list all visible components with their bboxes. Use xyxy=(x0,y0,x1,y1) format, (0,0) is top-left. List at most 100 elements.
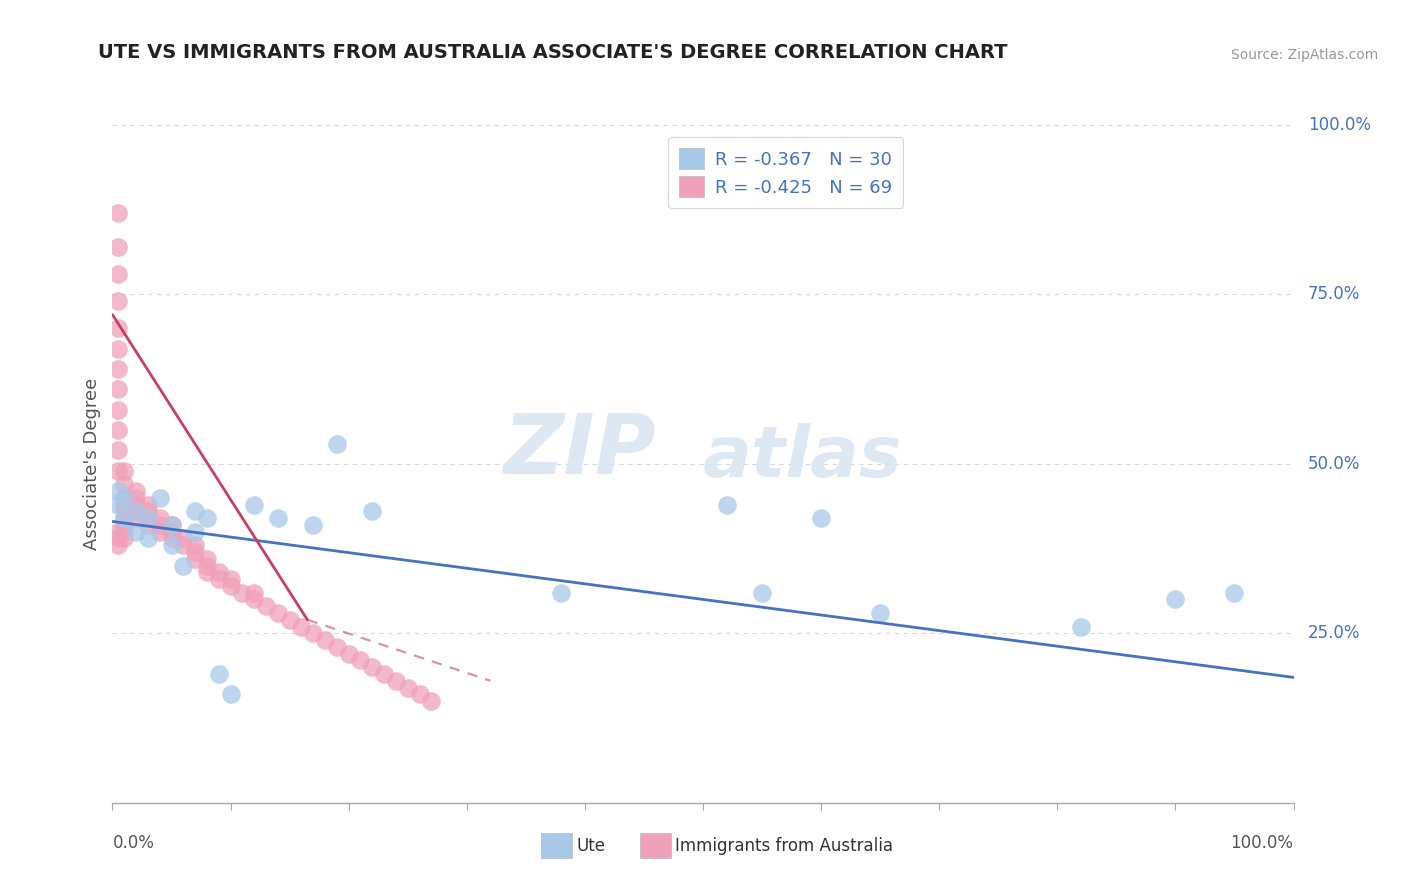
Text: Source: ZipAtlas.com: Source: ZipAtlas.com xyxy=(1230,48,1378,62)
Point xyxy=(107,240,129,254)
Text: 0.0%: 0.0% xyxy=(112,834,155,852)
Point xyxy=(373,667,395,681)
Point xyxy=(149,491,172,505)
Point xyxy=(208,667,231,681)
Point xyxy=(112,491,135,505)
Point xyxy=(107,402,129,417)
Text: UTE VS IMMIGRANTS FROM AUSTRALIA ASSOCIATE'S DEGREE CORRELATION CHART: UTE VS IMMIGRANTS FROM AUSTRALIA ASSOCIA… xyxy=(98,44,1008,62)
Point xyxy=(231,585,253,599)
Point xyxy=(125,511,148,525)
Point xyxy=(125,504,148,518)
Point xyxy=(149,511,172,525)
Legend: R = -0.367   N = 30, R = -0.425   N = 69: R = -0.367 N = 30, R = -0.425 N = 69 xyxy=(668,137,903,208)
Point xyxy=(160,532,183,546)
Text: Immigrants from Australia: Immigrants from Australia xyxy=(675,837,893,855)
Point xyxy=(243,585,266,599)
Point xyxy=(219,687,242,701)
Point xyxy=(751,585,773,599)
Point xyxy=(195,511,218,525)
Point xyxy=(136,532,159,546)
Point xyxy=(125,483,148,498)
Point xyxy=(125,504,148,518)
Text: 75.0%: 75.0% xyxy=(1308,285,1360,303)
Point xyxy=(112,464,135,478)
Point xyxy=(195,558,218,573)
Point xyxy=(149,517,172,532)
Y-axis label: Associate's Degree: Associate's Degree xyxy=(83,377,101,550)
Text: 100.0%: 100.0% xyxy=(1308,116,1371,134)
Text: 100.0%: 100.0% xyxy=(1230,834,1294,852)
Point xyxy=(278,613,301,627)
Point xyxy=(219,572,242,586)
Point xyxy=(326,640,349,654)
Point xyxy=(172,532,194,546)
Point xyxy=(160,517,183,532)
Text: 25.0%: 25.0% xyxy=(1308,624,1360,642)
Point xyxy=(107,524,129,539)
Point xyxy=(160,538,183,552)
Point xyxy=(107,362,129,376)
Point xyxy=(267,511,290,525)
Point xyxy=(302,626,325,640)
Point xyxy=(107,267,129,281)
Point xyxy=(550,585,572,599)
Text: atlas: atlas xyxy=(703,423,903,491)
Point xyxy=(107,206,129,220)
Point xyxy=(184,524,207,539)
Point xyxy=(208,566,231,580)
Point xyxy=(136,511,159,525)
Point xyxy=(160,524,183,539)
Point xyxy=(420,694,443,708)
Text: 50.0%: 50.0% xyxy=(1308,455,1360,473)
Point xyxy=(243,592,266,607)
Point xyxy=(107,382,129,396)
Point xyxy=(112,504,135,518)
Point xyxy=(184,504,207,518)
Point xyxy=(112,491,135,505)
Point xyxy=(195,551,218,566)
Point xyxy=(125,498,148,512)
Point xyxy=(136,498,159,512)
Point xyxy=(112,517,135,532)
Point xyxy=(112,511,135,525)
Point xyxy=(361,660,384,674)
Point xyxy=(149,524,172,539)
Point xyxy=(107,483,129,498)
Point xyxy=(219,579,242,593)
Point xyxy=(172,558,194,573)
Point xyxy=(302,517,325,532)
Point xyxy=(408,687,430,701)
Point xyxy=(1070,619,1092,633)
Point xyxy=(112,511,135,525)
Point xyxy=(172,538,194,552)
Point xyxy=(112,524,135,539)
Point xyxy=(326,436,349,450)
Point xyxy=(107,532,129,546)
Point xyxy=(107,294,129,309)
Point xyxy=(107,498,129,512)
Point xyxy=(869,606,891,620)
Point xyxy=(136,517,159,532)
Point xyxy=(184,545,207,559)
Point xyxy=(810,511,832,525)
Point xyxy=(349,653,371,667)
Point xyxy=(107,464,129,478)
Point xyxy=(208,572,231,586)
Point xyxy=(195,566,218,580)
Point xyxy=(112,498,135,512)
Point xyxy=(107,423,129,437)
Point xyxy=(184,551,207,566)
Point xyxy=(716,498,738,512)
Point xyxy=(107,443,129,458)
Point xyxy=(1223,585,1246,599)
Point xyxy=(254,599,277,614)
Point xyxy=(125,524,148,539)
Point xyxy=(337,647,360,661)
Point xyxy=(136,504,159,518)
Point xyxy=(396,681,419,695)
Point xyxy=(314,633,336,648)
Text: Ute: Ute xyxy=(576,837,606,855)
Point xyxy=(267,606,290,620)
Point xyxy=(107,342,129,356)
Point xyxy=(1164,592,1187,607)
